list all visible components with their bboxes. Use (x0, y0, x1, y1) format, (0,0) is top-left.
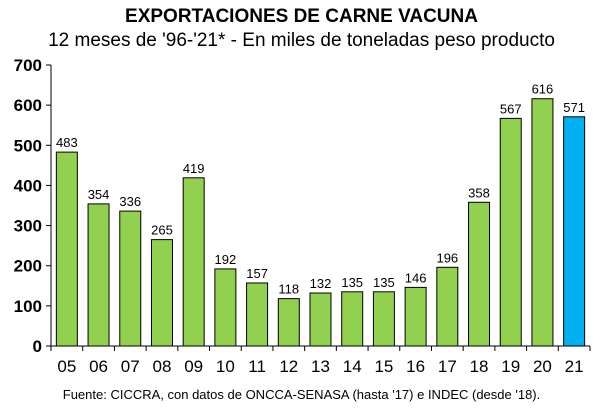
data-label-06: 354 (88, 187, 110, 202)
x-tick-label: 16 (406, 357, 425, 376)
x-tick-label: 14 (343, 357, 362, 376)
bar-13 (309, 292, 332, 347)
y-tick-label: 0 (33, 337, 42, 356)
bar-07 (119, 210, 142, 347)
bar-19 (499, 117, 522, 347)
data-label-17: 196 (436, 250, 458, 265)
x-tick-label: 10 (216, 357, 235, 376)
y-tick-label: 300 (14, 217, 42, 236)
x-tick-label: 18 (470, 357, 489, 376)
data-label-05: 483 (56, 135, 78, 150)
x-tick-label: 15 (374, 357, 393, 376)
chart-subtitle: 12 meses de '96-'21* - En miles de tonel… (48, 30, 555, 51)
bar-09 (182, 177, 205, 347)
bar-20 (531, 98, 554, 347)
bar-16 (404, 286, 427, 347)
data-label-18: 358 (468, 185, 490, 200)
x-tick-label: 21 (565, 357, 584, 376)
x-tick-label: 07 (121, 357, 140, 376)
y-tick-label: 500 (14, 136, 42, 155)
bar-06 (87, 203, 110, 347)
data-label-11: 157 (246, 266, 268, 281)
bar-21 (563, 116, 586, 347)
bar-10 (214, 268, 237, 347)
data-label-09: 419 (183, 161, 205, 176)
bar-11 (246, 282, 269, 347)
data-label-07: 336 (119, 194, 141, 209)
x-tick-label: 11 (248, 357, 266, 376)
bar-18 (468, 201, 491, 347)
x-tick-label: 19 (501, 357, 520, 376)
data-label-15: 135 (373, 275, 395, 290)
data-label-12: 118 (278, 282, 299, 297)
y-tick-label: 400 (14, 176, 42, 195)
y-tick-label: 100 (14, 297, 42, 316)
x-tick-label: 09 (184, 357, 203, 376)
data-label-08: 265 (151, 223, 173, 238)
x-tick-label: 06 (89, 357, 108, 376)
bar-12 (277, 298, 300, 347)
bar-17 (436, 266, 459, 347)
bar-05 (55, 151, 78, 347)
x-tick-label: 05 (57, 357, 76, 376)
y-tick-label: 600 (14, 96, 42, 115)
x-tick-label: 17 (438, 357, 457, 376)
bar-14 (341, 291, 364, 347)
data-label-20: 616 (532, 82, 554, 97)
data-label-13: 132 (310, 276, 332, 291)
bar-15 (372, 291, 395, 347)
data-label-21: 571 (563, 100, 585, 115)
x-tick-label: 08 (153, 357, 172, 376)
y-tick-label: 200 (14, 257, 42, 276)
x-tick-label: 13 (311, 357, 330, 376)
bar-08 (150, 239, 173, 347)
data-label-16: 146 (405, 270, 427, 285)
y-tick-label: 700 (14, 56, 42, 75)
data-label-10: 192 (215, 252, 237, 267)
chart-title: EXPORTACIONES DE CARNE VACUNA (125, 6, 478, 27)
data-label-19: 567 (500, 101, 522, 116)
x-tick-label: 12 (279, 357, 298, 376)
data-label-14: 135 (341, 275, 363, 290)
x-tick-label: 20 (533, 357, 552, 376)
source-note: Fuente: CICCRA, con datos de ONCCA-SENAS… (62, 387, 541, 402)
